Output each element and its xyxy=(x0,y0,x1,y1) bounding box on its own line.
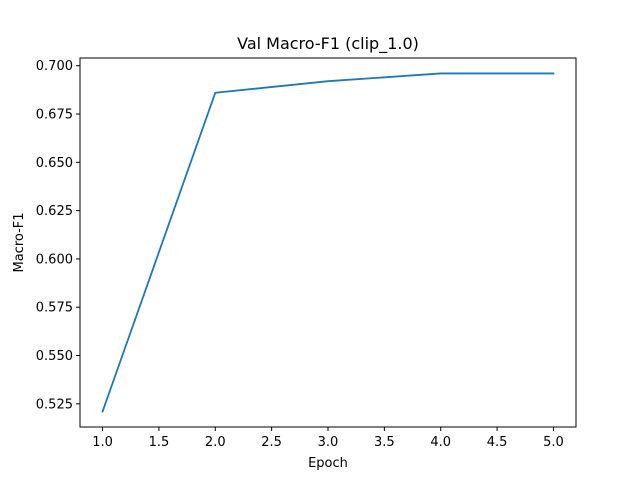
y-tick-label: 0.575 xyxy=(36,301,73,316)
x-tick-label: 4.0 xyxy=(430,435,451,450)
y-axis-ticks: 0.525 0.550 0.575 0.600 0.625 0.650 0.675 0.700 xyxy=(36,59,80,412)
x-tick-label: 2.0 xyxy=(205,435,226,450)
x-tick-label: 2.5 xyxy=(261,435,282,450)
y-tick-label: 0.675 xyxy=(36,108,73,123)
y-tick-label: 0.550 xyxy=(36,349,73,364)
y-tick-label: 0.650 xyxy=(36,156,73,171)
x-tick-label: 3.0 xyxy=(318,435,339,450)
x-tick-label: 1.0 xyxy=(92,435,113,450)
x-axis-ticks: 1.0 1.5 2.0 2.5 3.0 3.5 4.0 4.5 5.0 xyxy=(92,427,564,450)
y-tick-label: 0.600 xyxy=(36,252,73,267)
series-line xyxy=(101,72,555,413)
chart-title: Val Macro-F1 (clip_1.0) xyxy=(237,34,419,54)
y-tick-label: 0.625 xyxy=(36,204,73,219)
x-axis-label: Epoch xyxy=(308,456,348,471)
y-tick-label: 0.525 xyxy=(36,397,73,412)
x-tick-label: 3.5 xyxy=(374,435,395,450)
plot-frame xyxy=(79,57,577,428)
y-tick-label: 0.700 xyxy=(36,59,73,74)
x-tick-label: 1.5 xyxy=(149,435,170,450)
plot-area xyxy=(80,58,576,427)
x-tick-label: 5.0 xyxy=(543,435,564,450)
y-axis-label: Macro-F1 xyxy=(12,212,27,272)
series-layer xyxy=(101,72,555,413)
x-tick-label: 4.5 xyxy=(487,435,508,450)
